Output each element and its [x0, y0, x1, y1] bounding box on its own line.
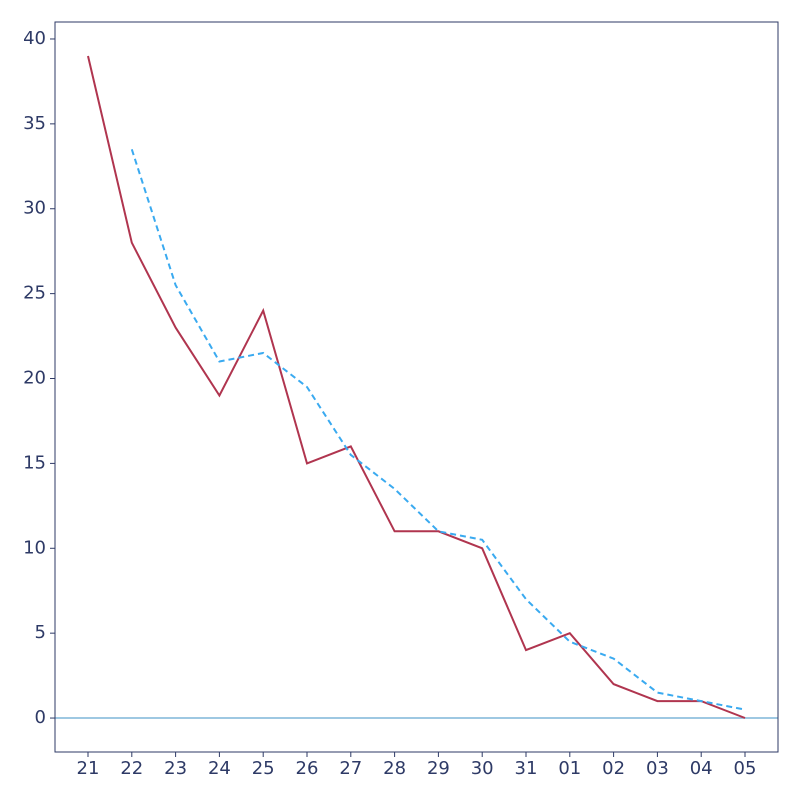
x-tick-label: 24: [208, 758, 231, 779]
x-tick-label: 03: [646, 758, 669, 779]
plot-frame: [54, 21, 779, 753]
y-tick-label: 0: [35, 707, 46, 728]
x-tick-label: 31: [515, 758, 538, 779]
y-tick-label: 25: [23, 283, 46, 304]
series-line-2: [130, 148, 746, 711]
x-tick-label: 30: [471, 758, 494, 779]
y-tick-label: 35: [23, 113, 46, 134]
x-tick-label: 28: [383, 758, 406, 779]
y-tick-label: 10: [23, 537, 46, 558]
x-tick-label: 05: [734, 758, 757, 779]
y-tick-label: 40: [23, 28, 46, 49]
x-tick-label: 29: [427, 758, 450, 779]
y-tick-label: 5: [35, 622, 46, 643]
y-tick-label: 20: [23, 368, 46, 389]
x-tick-label: 25: [252, 758, 275, 779]
x-tick-label: 23: [164, 758, 187, 779]
x-tick-label: 01: [558, 758, 581, 779]
x-tick-label: 27: [339, 758, 362, 779]
y-tick-label: 15: [23, 452, 46, 473]
x-tick-label: 26: [296, 758, 319, 779]
x-tick-label: 04: [690, 758, 713, 779]
x-tick-label: 02: [602, 758, 625, 779]
x-tick-label: 22: [120, 758, 143, 779]
x-tick-label: 21: [77, 758, 100, 779]
series-line-1: [87, 55, 746, 719]
y-tick-label: 30: [23, 198, 46, 219]
